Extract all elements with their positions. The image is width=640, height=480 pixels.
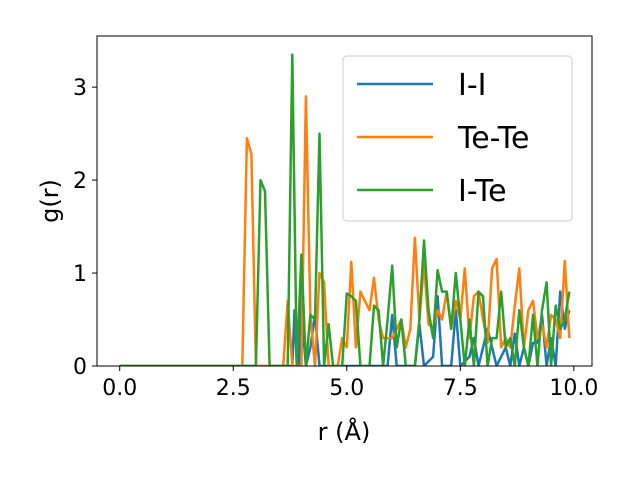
x-axis-label: r (Å) [318, 417, 371, 446]
series-line-2 [119, 53, 571, 366]
legend-label-0: I-I [458, 68, 487, 103]
legend: I-I Te-Te I-Te [342, 55, 573, 222]
series-layer [119, 53, 571, 366]
x-tick-label: 5.0 [329, 376, 364, 401]
y-axis: 0 1 2 3 [73, 76, 97, 380]
y-tick-label: 0 [73, 355, 87, 380]
x-tick-label: 0.0 [102, 376, 137, 401]
y-tick-label: 3 [73, 76, 87, 101]
x-tick-label: 7.5 [443, 376, 478, 401]
x-tick-label: 10.0 [549, 376, 598, 401]
x-tick-label: 2.5 [216, 376, 251, 401]
legend-box [342, 55, 573, 222]
plot-frame [96, 35, 593, 367]
y-tick-label: 2 [73, 169, 87, 194]
y-tick-label: 1 [73, 262, 87, 287]
y-axis-label: g(r) [36, 179, 64, 223]
legend-label-1: Te-Te [457, 121, 529, 156]
x-axis: 0.0 2.5 5.0 7.5 10.0 [102, 366, 598, 401]
legend-label-2: I-Te [458, 174, 507, 209]
